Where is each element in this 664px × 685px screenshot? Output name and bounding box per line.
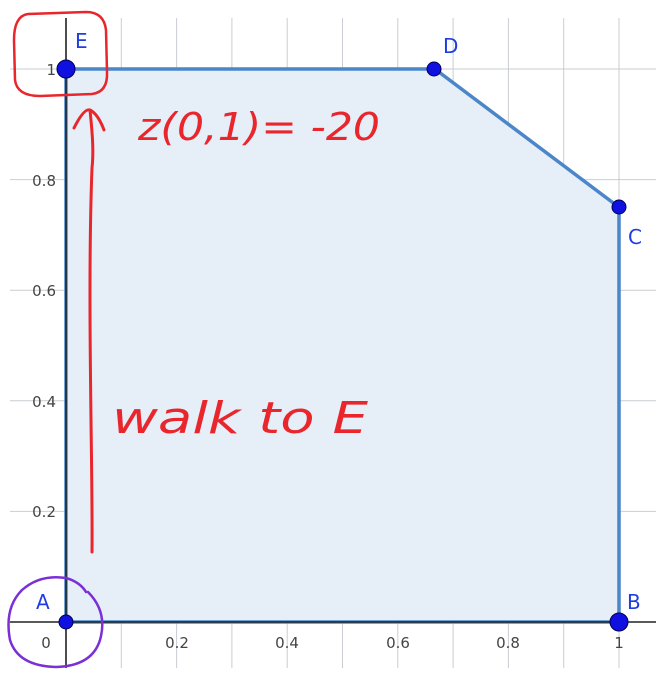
vertex-d bbox=[426, 61, 442, 77]
vertex-e bbox=[56, 59, 76, 79]
walk-note: walk to E bbox=[112, 393, 368, 444]
y-tick-label: 1 bbox=[46, 61, 56, 79]
x-tick-label: 0.8 bbox=[496, 634, 520, 652]
y-tick-label: 0.8 bbox=[32, 172, 56, 190]
highlight-circle-e bbox=[12, 10, 109, 98]
x-tick-label: 1 bbox=[614, 634, 624, 652]
y-tick-labels: 0.2 0.4 0.6 0.8 1 bbox=[32, 61, 56, 521]
vertex-label-a: A bbox=[36, 590, 50, 614]
walk-arrow bbox=[88, 108, 95, 554]
feasible-region bbox=[64, 67, 621, 624]
x-tick-label: 0.6 bbox=[386, 634, 410, 652]
vertices bbox=[56, 59, 629, 632]
vertex-c bbox=[611, 199, 627, 215]
vertex-a bbox=[58, 614, 74, 630]
x-tick-label: 0.4 bbox=[275, 634, 299, 652]
walk-arrow-head bbox=[72, 108, 106, 132]
highlight-circle-a bbox=[7, 576, 104, 669]
y-tick-label: 0.6 bbox=[32, 282, 56, 300]
x-tick-label: 0 bbox=[41, 634, 51, 652]
y-tick-label: 0.4 bbox=[32, 393, 56, 411]
x-tick-label: 0.2 bbox=[165, 634, 189, 652]
objective-value-note: z(0,1)= -20 bbox=[137, 105, 380, 149]
x-tick-labels: 0 0.2 0.4 0.6 0.8 1 bbox=[41, 634, 624, 652]
vertex-label-d: D bbox=[443, 34, 458, 58]
vertex-label-e: E bbox=[75, 29, 88, 53]
vertex-b bbox=[609, 612, 629, 632]
vertex-label-c: C bbox=[628, 225, 642, 249]
vertex-label-b: B bbox=[627, 590, 641, 614]
y-tick-label: 0.2 bbox=[32, 503, 56, 521]
